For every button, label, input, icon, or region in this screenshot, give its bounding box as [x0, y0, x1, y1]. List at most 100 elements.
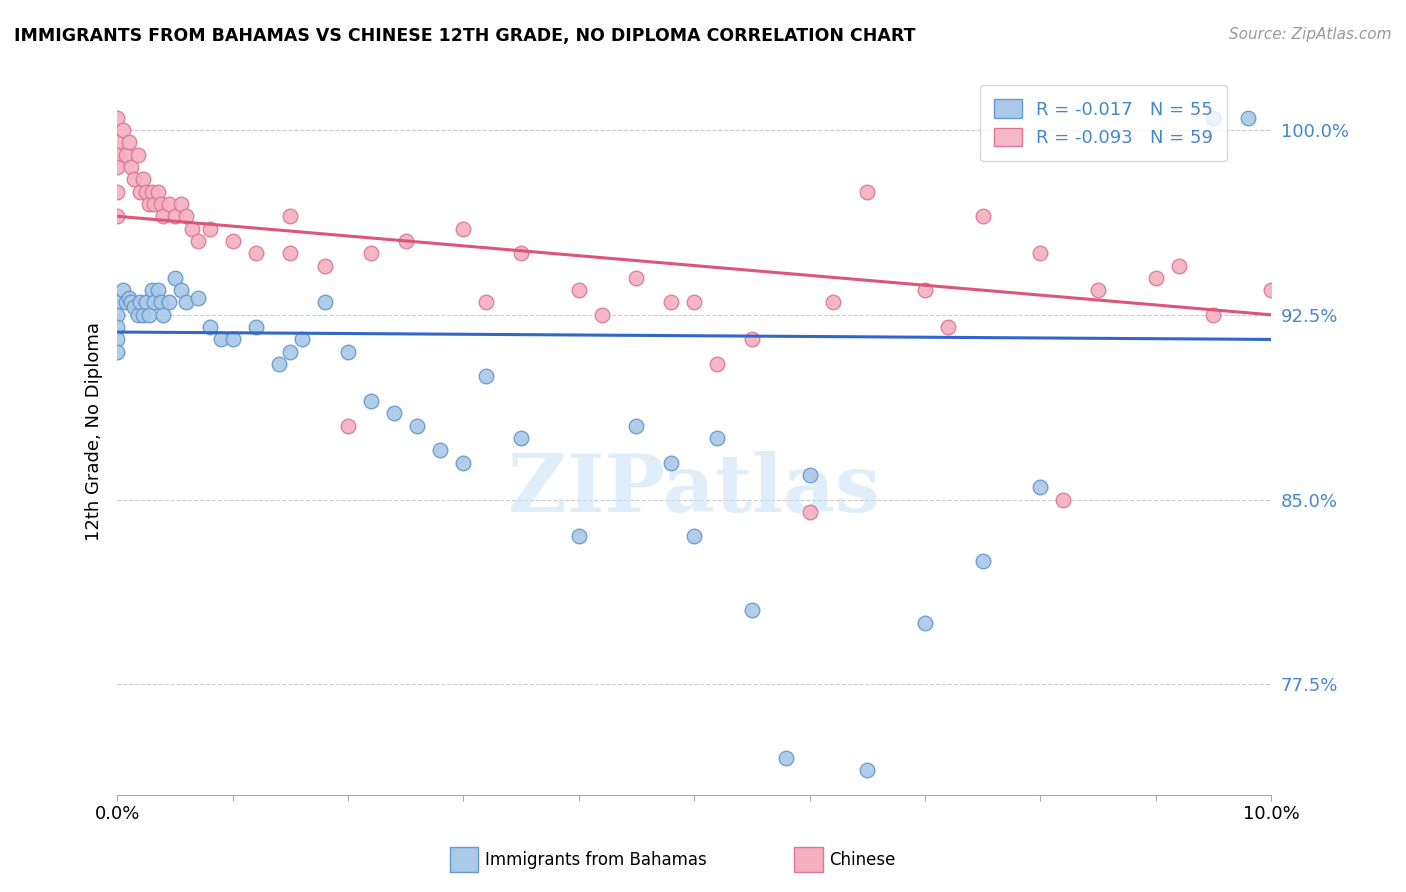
Point: [111, 123, 134, 137]
Point: [131, 172, 153, 186]
Point: [475, 295, 498, 310]
Point: [118, 291, 141, 305]
Point: [105, 295, 128, 310]
Point: [278, 344, 301, 359]
Point: [152, 209, 174, 223]
Point: [336, 344, 359, 359]
Point: [143, 295, 166, 310]
Point: [336, 418, 359, 433]
Text: Source: ZipAtlas.com: Source: ZipAtlas.com: [1229, 27, 1392, 42]
Point: [105, 344, 128, 359]
Point: [382, 406, 405, 420]
Point: [914, 615, 936, 630]
Point: [187, 291, 209, 305]
Point: [799, 505, 821, 519]
Point: [914, 283, 936, 297]
Point: [706, 357, 728, 371]
Point: [1202, 308, 1225, 322]
Point: [105, 160, 128, 174]
Point: [799, 467, 821, 482]
Point: [1029, 246, 1052, 260]
Point: [245, 246, 267, 260]
Point: [741, 603, 763, 617]
Point: [1087, 283, 1109, 297]
Point: [138, 197, 160, 211]
Point: [278, 246, 301, 260]
Point: [120, 160, 142, 174]
Point: [105, 308, 128, 322]
Point: [360, 246, 382, 260]
Point: [568, 529, 591, 543]
Text: Immigrants from Bahamas: Immigrants from Bahamas: [485, 851, 707, 869]
Point: [395, 234, 418, 248]
Point: [141, 185, 163, 199]
Legend: R = -0.017   N = 55, R = -0.093   N = 59: R = -0.017 N = 55, R = -0.093 N = 59: [980, 85, 1227, 161]
Point: [591, 308, 613, 322]
Point: [135, 185, 157, 199]
Point: [429, 443, 451, 458]
Point: [360, 394, 382, 409]
Point: [105, 111, 128, 125]
Point: [157, 197, 180, 211]
Point: [115, 147, 138, 161]
Point: [314, 259, 336, 273]
Point: [314, 295, 336, 310]
Point: [129, 185, 152, 199]
Point: [1144, 271, 1167, 285]
Point: [120, 295, 142, 310]
Point: [198, 221, 221, 235]
Point: [146, 283, 169, 297]
Point: [1167, 259, 1189, 273]
Point: [245, 320, 267, 334]
Point: [453, 456, 475, 470]
Point: [821, 295, 844, 310]
Point: [152, 308, 174, 322]
Point: [626, 418, 648, 433]
Point: [127, 308, 149, 322]
Text: ZIPatlas: ZIPatlas: [508, 451, 880, 529]
Point: [659, 295, 682, 310]
Point: [683, 529, 706, 543]
Point: [406, 418, 429, 433]
Point: [972, 554, 994, 568]
Point: [209, 333, 232, 347]
Point: [150, 295, 173, 310]
Point: [105, 147, 128, 161]
Text: Chinese: Chinese: [830, 851, 896, 869]
Point: [221, 333, 243, 347]
Point: [775, 751, 797, 765]
Point: [741, 333, 763, 347]
Point: [157, 295, 180, 310]
Point: [856, 185, 879, 199]
Point: [105, 333, 128, 347]
Point: [169, 197, 191, 211]
Point: [105, 185, 128, 199]
Point: [111, 283, 134, 297]
Point: [972, 209, 994, 223]
Point: [936, 320, 959, 334]
Point: [475, 369, 498, 384]
Point: [1052, 492, 1074, 507]
Point: [131, 308, 153, 322]
Point: [169, 283, 191, 297]
Point: [176, 295, 198, 310]
Point: [1029, 480, 1052, 494]
Point: [1202, 111, 1225, 125]
Point: [176, 209, 198, 223]
Y-axis label: 12th Grade, No Diploma: 12th Grade, No Diploma: [86, 322, 103, 541]
Point: [163, 209, 186, 223]
Point: [510, 431, 533, 445]
Point: [138, 308, 160, 322]
Point: [278, 209, 301, 223]
Point: [129, 295, 152, 310]
Point: [856, 764, 879, 778]
Point: [706, 431, 728, 445]
Point: [124, 301, 146, 315]
Text: IMMIGRANTS FROM BAHAMAS VS CHINESE 12TH GRADE, NO DIPLOMA CORRELATION CHART: IMMIGRANTS FROM BAHAMAS VS CHINESE 12TH …: [14, 27, 915, 45]
Point: [124, 172, 146, 186]
Point: [127, 147, 149, 161]
Point: [118, 136, 141, 150]
Point: [291, 333, 314, 347]
Point: [1260, 283, 1282, 297]
Point: [1237, 111, 1260, 125]
